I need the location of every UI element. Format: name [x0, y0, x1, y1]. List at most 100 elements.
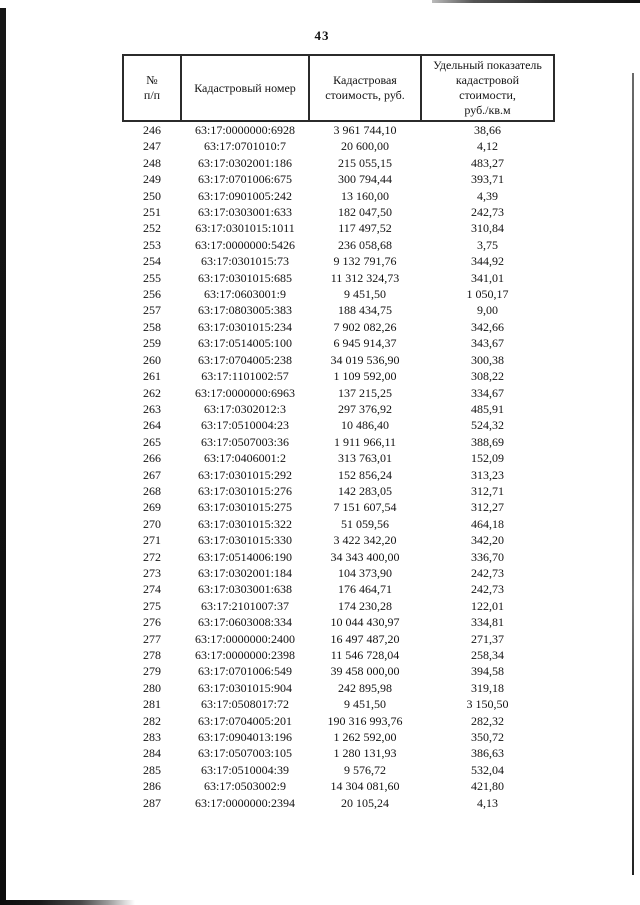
cadastral-values-table: № п/п Кадастровый номер Кадастровая стои… [122, 54, 555, 811]
table-cell: 242,73 [471, 565, 504, 580]
table-row: 261 63:17:1101002:57 1 109 592,00 308,22 [123, 368, 554, 384]
table-cell: 273 [143, 565, 161, 580]
scan-left-edge-artifact [0, 8, 6, 905]
table-row: 274 63:17:0303001:638 176 464,71 242,73 [123, 581, 554, 597]
table-cell: 271,37 [471, 631, 504, 646]
table-cell: 3,75 [477, 237, 498, 252]
table-row: 267 63:17:0301015:292 152 856,24 313,23 [123, 467, 554, 483]
table-row: 252 63:17:0301015:1011 117 497,52 310,84 [123, 220, 554, 236]
table-row: 285 63:17:0510004:39 9 576,72 532,04 [123, 762, 554, 778]
table-cell: 251 [143, 205, 161, 220]
table-cell: 263 [143, 401, 161, 416]
table-cell: 9 451,50 [344, 287, 386, 302]
table-cell: 281 [143, 697, 161, 712]
table-cell: 248 [143, 155, 161, 170]
table-cell: 313 763,01 [338, 451, 392, 466]
table-cell: 483,27 [471, 155, 504, 170]
table-cell: 3 150,50 [466, 697, 509, 712]
table-cell: 271 [143, 533, 161, 548]
table-cell: 63:17:0704005:201 [197, 713, 292, 728]
table-cell: 63:17:0000000:2398 [194, 648, 295, 662]
table-cell: 63:17:0301015:275 [197, 500, 292, 515]
table-cell: 236 058,68 [338, 237, 392, 252]
table-cell: 259 [143, 336, 161, 351]
table-cell: 10 044 430,97 [330, 615, 400, 630]
table-cell: 252 [143, 221, 161, 236]
table-cell: 258,34 [471, 648, 504, 662]
table-cell: 63:17:0301015:330 [197, 533, 292, 548]
table-cell: 63:17:0701010:7 [203, 139, 286, 154]
table-cell: 63:17:0503002:9 [203, 779, 286, 794]
table-cell: 312,71 [471, 483, 504, 498]
table-row: 281 63:17:0508017:72 9 451,50 3 150,50 [123, 696, 554, 712]
table-cell: 20 600,00 [341, 139, 389, 154]
table-cell: 176 464,71 [338, 582, 392, 597]
table-row: 268 63:17:0301015:276 142 283,05 312,71 [123, 483, 554, 499]
table-cell: 253 [143, 237, 161, 252]
table-cell: 63:17:0303001:633 [197, 205, 292, 220]
table-cell: 188 434,75 [338, 303, 392, 318]
table-cell: 266 [143, 451, 161, 466]
table-cell: 63:17:0000000:2400 [194, 631, 295, 646]
table-cell: 242 895,98 [338, 680, 392, 695]
table-cell: 334,81 [471, 615, 504, 630]
table-cell: 268 [143, 483, 161, 498]
table-cell: 1 911 966,11 [333, 434, 397, 449]
table-cell: 63:17:0510004:23 [200, 418, 289, 433]
table-cell: 63:17:0000000:6928 [194, 123, 295, 137]
table-cell: 16 497 487,20 [330, 631, 400, 646]
table-cell: 280 [143, 680, 161, 695]
table-cell: 63:17:0514006:190 [197, 549, 292, 564]
table-cell: 7 151 607,54 [333, 500, 397, 515]
table-row: 257 63:17:0803005:383 188 434,75 9,00 [123, 302, 554, 318]
page-number: 43 [314, 28, 330, 43]
table-cell: 283 [143, 730, 161, 745]
table-cell: 276 [143, 615, 161, 630]
table-cell: 63:17:0301015:73 [200, 254, 289, 269]
table-cell: 287 [143, 795, 161, 810]
table-cell: 137 215,25 [338, 385, 392, 400]
table-cell: 63:17:0301015:904 [197, 680, 292, 695]
table-cell: 341,01 [471, 270, 504, 285]
table-cell: 282 [143, 713, 161, 728]
table-cell: 63:17:0302001:184 [197, 565, 292, 580]
table-cell: 265 [143, 434, 161, 449]
table-cell: 334,67 [471, 385, 504, 400]
table-cell: 63:17:0303001:638 [197, 582, 292, 597]
table-cell: 63:17:0301015:1011 [195, 221, 295, 236]
table-cell: 310,84 [471, 221, 504, 236]
table-cell: 524,32 [471, 418, 504, 433]
table-cell: 63:17:0704005:238 [197, 352, 292, 367]
table-row: 246 63:17:0000000:6928 3 961 744,10 38,66 [123, 121, 554, 138]
table-row: 284 63:17:0507003:105 1 280 131,93 386,63 [123, 745, 554, 761]
table-cell: 63:17:0901005:242 [197, 188, 292, 203]
table-cell: 336,70 [471, 549, 504, 564]
scan-bottom-edge-artifact [0, 900, 135, 905]
table-header-row: № п/п Кадастровый номер Кадастровая стои… [122, 54, 555, 122]
table-cell: 122,01 [471, 598, 504, 613]
scan-right-edge-artifact [632, 73, 634, 875]
table-cell: 104 373,90 [338, 565, 392, 580]
table-cell: 63:17:0510004:39 [200, 762, 289, 777]
table-cell: 277 [143, 631, 161, 646]
table-cell: 63:17:0301015:322 [197, 516, 292, 531]
table-cell: 247 [143, 139, 161, 154]
table-row: 250 63:17:0901005:242 13 160,00 4,39 [123, 188, 554, 204]
table-row: 270 63:17:0301015:322 51 059,56 464,18 [123, 516, 554, 532]
table-row: 273 63:17:0302001:184 104 373,90 242,73 [123, 565, 554, 581]
table-cell: 261 [143, 369, 161, 384]
table-body: 246 63:17:0000000:6928 3 961 744,10 38,66 24… [123, 121, 554, 811]
table-row: 271 63:17:0301015:330 3 422 342,20 342,20 [123, 532, 554, 548]
table-cell: 344,92 [471, 254, 504, 269]
table-cell: 63:17:0904013:196 [197, 730, 292, 745]
scan-top-edge-artifact [432, 0, 640, 3]
table-cell: 215 055,15 [338, 155, 392, 170]
table-cell: 343,67 [471, 336, 504, 351]
table-cell: 6 945 914,37 [333, 336, 397, 351]
table-cell: 256 [143, 287, 161, 302]
table-cell: 393,71 [471, 172, 504, 187]
table-cell: 308,22 [471, 369, 504, 384]
table-row: 254 63:17:0301015:73 9 132 791,76 344,92 [123, 253, 554, 269]
table-cell: 275 [143, 598, 161, 613]
table-cell: 4,13 [477, 795, 498, 810]
